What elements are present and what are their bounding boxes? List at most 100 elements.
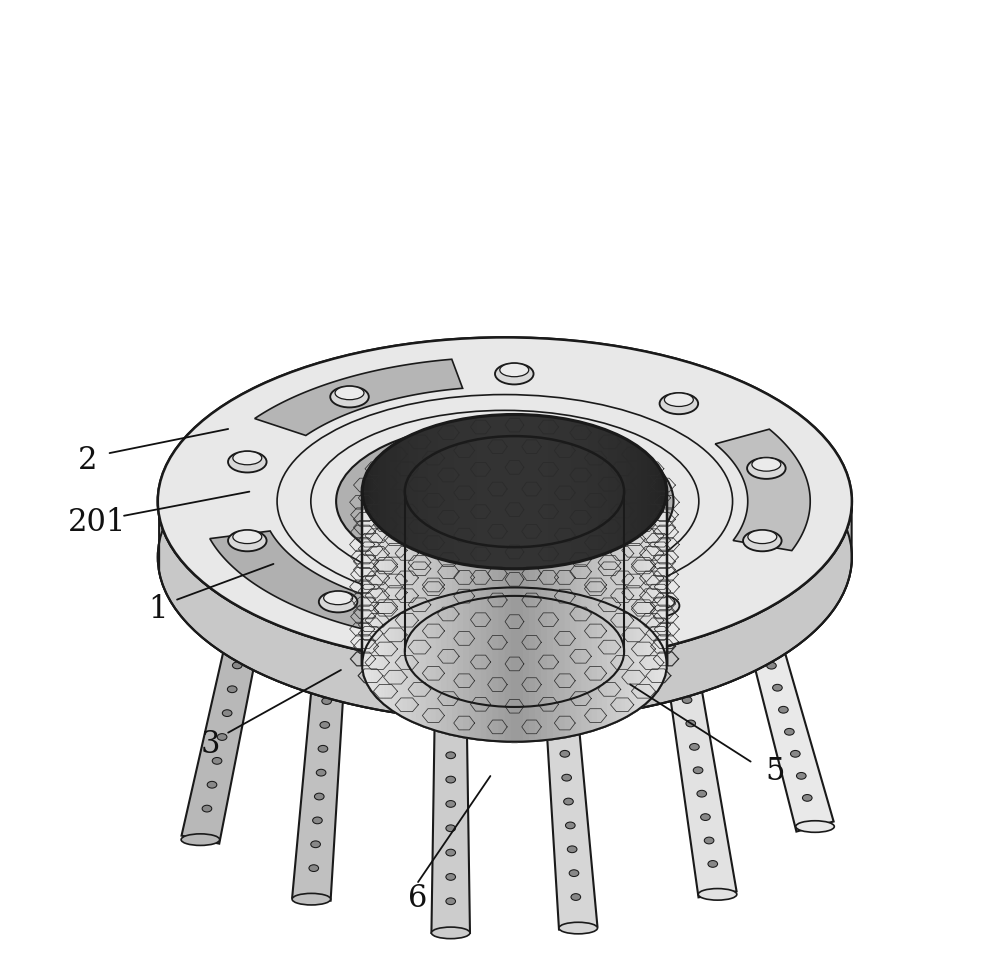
Polygon shape <box>664 504 665 680</box>
Polygon shape <box>366 470 368 646</box>
Polygon shape <box>530 547 535 678</box>
Polygon shape <box>523 437 529 597</box>
Polygon shape <box>437 558 442 733</box>
Polygon shape <box>499 415 505 588</box>
Polygon shape <box>508 547 512 679</box>
Polygon shape <box>430 454 434 616</box>
Polygon shape <box>453 420 458 594</box>
Ellipse shape <box>228 451 267 472</box>
Polygon shape <box>210 531 402 632</box>
Polygon shape <box>417 550 422 726</box>
Polygon shape <box>470 417 476 591</box>
Ellipse shape <box>324 591 353 604</box>
Polygon shape <box>652 522 655 697</box>
Polygon shape <box>569 539 573 672</box>
Polygon shape <box>453 420 458 594</box>
Polygon shape <box>464 564 470 738</box>
Polygon shape <box>437 424 442 599</box>
Polygon shape <box>657 516 659 691</box>
Ellipse shape <box>510 626 519 632</box>
Polygon shape <box>553 417 559 591</box>
Polygon shape <box>621 545 625 720</box>
Text: 2: 2 <box>78 445 97 476</box>
Polygon shape <box>571 420 576 594</box>
Ellipse shape <box>318 745 328 752</box>
Polygon shape <box>392 443 396 619</box>
Polygon shape <box>576 561 582 736</box>
Polygon shape <box>372 519 374 694</box>
Polygon shape <box>493 415 499 588</box>
Polygon shape <box>530 415 536 588</box>
Polygon shape <box>415 515 417 649</box>
Polygon shape <box>385 448 388 624</box>
Polygon shape <box>664 646 737 897</box>
Polygon shape <box>426 554 431 729</box>
Polygon shape <box>512 548 517 679</box>
Polygon shape <box>442 559 447 734</box>
Polygon shape <box>464 418 470 592</box>
Polygon shape <box>442 422 447 597</box>
Polygon shape <box>417 464 420 626</box>
Polygon shape <box>426 524 429 658</box>
Ellipse shape <box>556 703 566 710</box>
Polygon shape <box>438 532 442 665</box>
Polygon shape <box>571 562 576 736</box>
Polygon shape <box>505 415 511 588</box>
Ellipse shape <box>405 436 624 548</box>
Polygon shape <box>499 415 505 588</box>
Polygon shape <box>476 416 481 590</box>
Polygon shape <box>376 524 379 700</box>
Polygon shape <box>464 541 468 674</box>
Ellipse shape <box>773 684 782 691</box>
Polygon shape <box>600 524 602 658</box>
Polygon shape <box>633 538 637 712</box>
Text: 6: 6 <box>408 883 428 914</box>
Polygon shape <box>458 563 464 737</box>
Ellipse shape <box>158 337 852 665</box>
Polygon shape <box>400 439 404 614</box>
Polygon shape <box>587 532 590 665</box>
Ellipse shape <box>324 674 333 681</box>
Polygon shape <box>442 422 447 597</box>
Polygon shape <box>603 552 607 728</box>
Polygon shape <box>603 429 607 603</box>
Ellipse shape <box>446 825 456 832</box>
Polygon shape <box>408 435 412 609</box>
Polygon shape <box>650 524 652 700</box>
Polygon shape <box>396 442 400 616</box>
Polygon shape <box>517 415 524 588</box>
Polygon shape <box>592 556 597 731</box>
Polygon shape <box>587 424 592 599</box>
Polygon shape <box>524 415 530 588</box>
Ellipse shape <box>660 393 698 415</box>
Polygon shape <box>625 542 629 717</box>
Polygon shape <box>382 451 385 627</box>
Polygon shape <box>517 547 521 679</box>
Polygon shape <box>603 552 607 728</box>
Polygon shape <box>423 459 426 621</box>
Polygon shape <box>470 565 476 739</box>
Polygon shape <box>210 531 402 632</box>
Polygon shape <box>409 474 410 637</box>
Polygon shape <box>431 556 437 731</box>
Polygon shape <box>370 465 372 640</box>
Ellipse shape <box>660 393 698 415</box>
Ellipse shape <box>571 894 581 900</box>
Polygon shape <box>607 431 612 605</box>
Polygon shape <box>625 542 629 717</box>
Polygon shape <box>476 416 481 590</box>
Ellipse shape <box>495 363 534 385</box>
Ellipse shape <box>446 776 456 783</box>
Polygon shape <box>374 522 376 697</box>
Polygon shape <box>530 568 536 741</box>
Polygon shape <box>494 437 500 597</box>
Polygon shape <box>553 417 559 591</box>
Polygon shape <box>485 546 490 678</box>
Polygon shape <box>517 569 524 741</box>
Polygon shape <box>536 415 542 589</box>
Polygon shape <box>661 510 662 685</box>
Polygon shape <box>467 441 472 602</box>
Polygon shape <box>612 433 617 607</box>
Polygon shape <box>370 465 372 640</box>
Ellipse shape <box>330 387 369 408</box>
